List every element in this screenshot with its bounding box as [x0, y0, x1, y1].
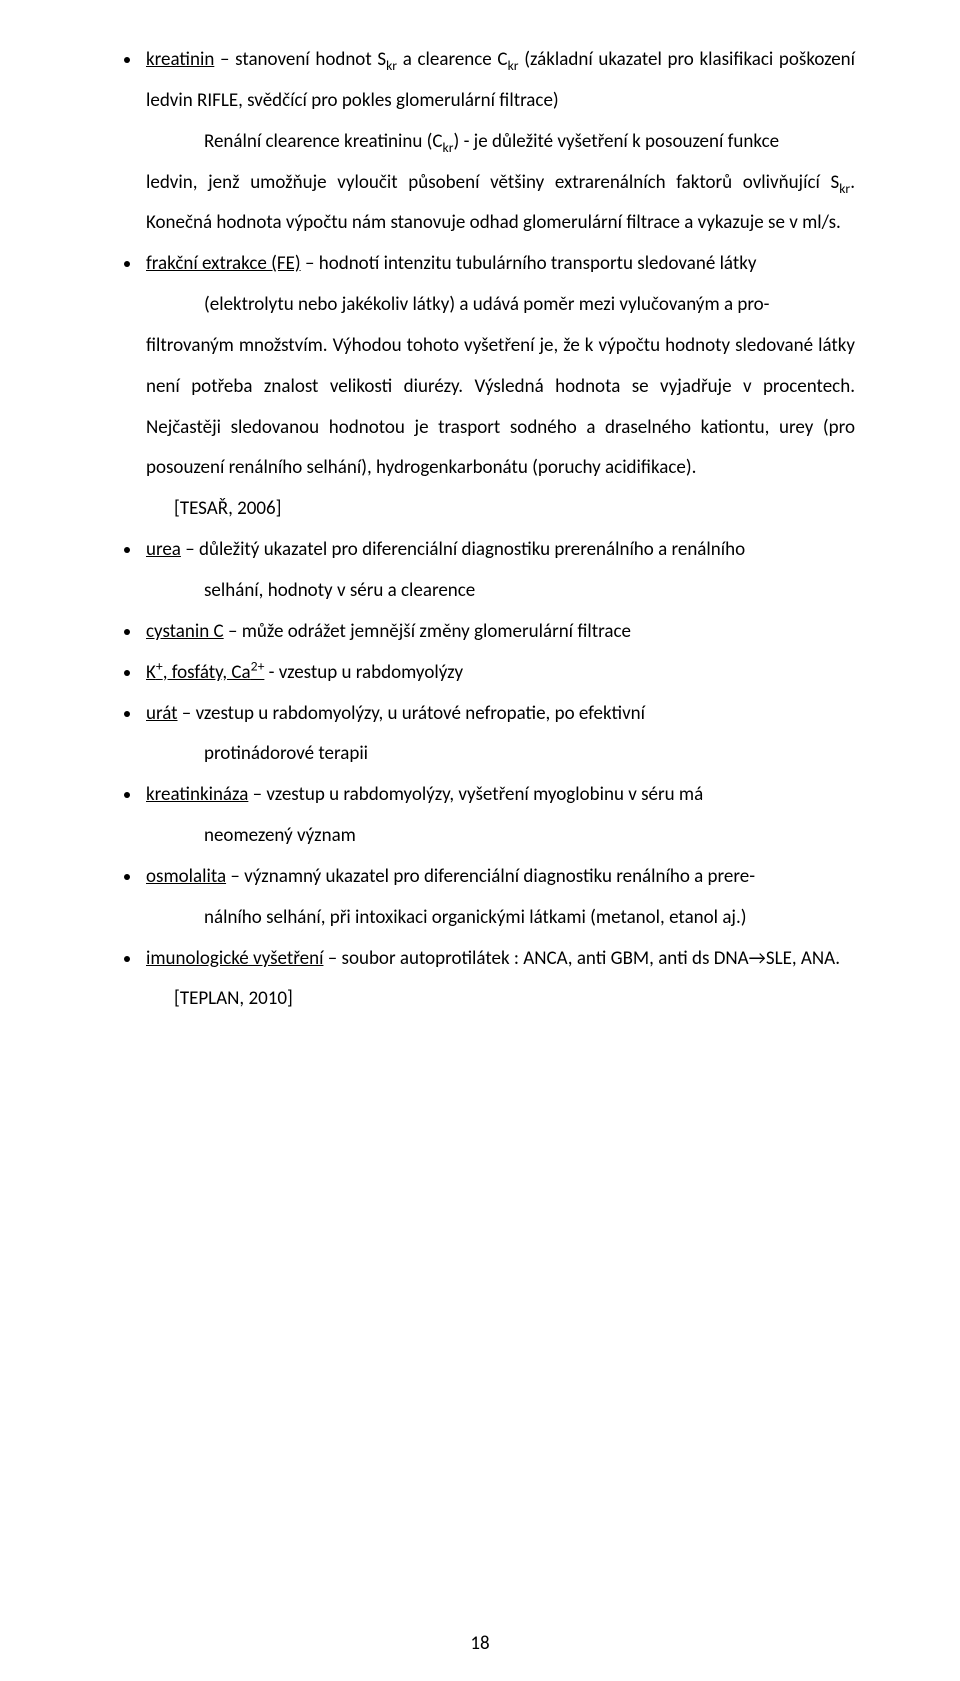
list-item: urát – vzestup u rabdomyolýzy, u urátové…	[142, 694, 855, 776]
list-item: K+, fosfáty, Ca2+ - vzestup u rabdomyolý…	[142, 653, 855, 694]
item-lead: osmolalita – významný ukazatel pro difer…	[146, 865, 755, 888]
page-number: 18	[0, 1634, 960, 1653]
list-item: frakční extrakce (FE) – hodnotí intenzit…	[142, 244, 855, 530]
item-subline: protinádorové terapii	[146, 734, 855, 775]
item-subline: selhání, hodnoty v séru a clearence	[146, 571, 855, 612]
item-citation: [TESAŘ, 2006]	[146, 489, 855, 530]
item-lead: frakční extrakce (FE) – hodnotí intenzit…	[146, 252, 756, 275]
list-item: cystanin C – může odrážet jemnější změny…	[142, 612, 855, 653]
item-lead: kreatinkináza – vzestup u rabdomyolýzy, …	[146, 783, 703, 806]
list-item: kreatinin – stanovení hodnot Skr a clear…	[142, 40, 855, 244]
item-continuation: ledvin, jenž umožňuje vyloučit působení …	[146, 171, 855, 235]
list-item: osmolalita – významný ukazatel pro difer…	[142, 857, 855, 939]
definition-list: kreatinin – stanovení hodnot Skr a clear…	[120, 40, 855, 1020]
item-lead: urea – důležitý ukazatel pro diferenciál…	[146, 538, 745, 561]
item-subline: Renální clearence kreatininu (Ckr) - je …	[146, 122, 855, 163]
item-lead: imunologické vyšetření – soubor autoprot…	[146, 947, 840, 970]
list-item: kreatinkináza – vzestup u rabdomyolýzy, …	[142, 775, 855, 857]
item-lead: cystanin C – může odrážet jemnější změny…	[146, 620, 631, 643]
item-lead: K+, fosfáty, Ca2+ - vzestup u rabdomyolý…	[146, 661, 463, 684]
list-item: imunologické vyšetření – soubor autoprot…	[142, 939, 855, 1021]
item-citation: [TEPLAN, 2010]	[146, 979, 855, 1020]
list-item: urea – důležitý ukazatel pro diferenciál…	[142, 530, 855, 612]
item-subline: neomezený význam	[146, 816, 855, 857]
item-subline: nálního selhání, při intoxikaci organick…	[146, 898, 855, 939]
item-subline: (elektrolytu nebo jakékoliv látky) a udá…	[146, 285, 855, 326]
item-lead: kreatinin – stanovení hodnot Skr a clear…	[146, 48, 855, 112]
item-lead: urát – vzestup u rabdomyolýzy, u urátové…	[146, 702, 645, 725]
item-continuation: filtrovaným množstvím. Výhodou tohoto vy…	[146, 334, 855, 480]
document-page: kreatinin – stanovení hodnot Skr a clear…	[0, 0, 960, 1681]
